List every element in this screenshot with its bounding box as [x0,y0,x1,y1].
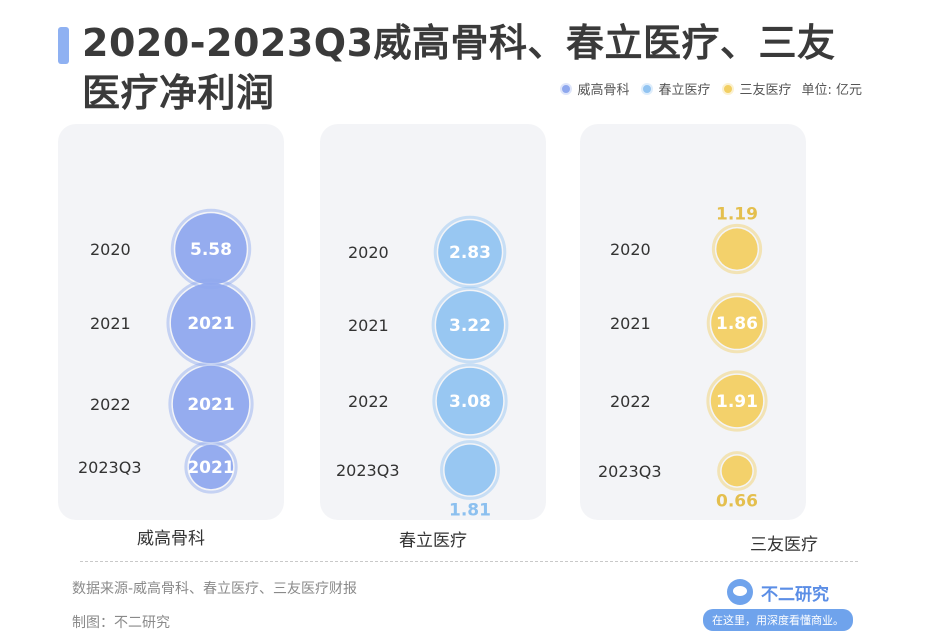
bubble-weigao-2022 [172,365,250,443]
bubble-weigao-2023q3 [188,444,234,490]
legend-label-chunli: 春立医疗 [658,83,711,98]
period-label-sanyou-2020: 2020 [610,240,651,259]
legend-marker-weigao [560,82,573,95]
bubble-chunli-2022 [436,367,504,435]
footer-divider [80,561,858,562]
bubble-ring-chunli-2022 [432,363,508,439]
data-label-weigao-2021: 2021 [187,314,234,334]
period-label-sanyou-2021: 2021 [610,314,651,333]
legend-label-weigao: 威高骨科 [577,83,630,98]
legend-label-sanyou: 三友医疗 [739,83,792,98]
panel-label-chunli: 春立医疗 [399,531,467,551]
panel-label-sanyou: 三友医疗 [750,535,818,555]
legend-marker-sanyou [722,82,735,95]
data-label-chunli-2021: 3.22 [449,316,491,336]
data-label-chunli-2020: 2.83 [449,243,491,263]
bubble-weigao-2020 [175,213,247,285]
bubble-sanyou-2021 [711,297,763,349]
panel-label-weigao: 威高骨科 [137,529,205,549]
period-label-sanyou-2022: 2022 [610,392,651,411]
bubble-ring-chunli-2021 [431,286,509,364]
period-label-weigao-2021: 2021 [90,314,131,333]
legend-item-chunli: 春立医疗 [641,79,710,98]
source-note: 数据来源-威高骨科、春立医疗、三友医疗财报 [72,581,358,597]
legend: 威高骨科 春立医疗 三友医疗 单位: 亿元 [548,79,862,98]
data-label-sanyou-2020: 1.19 [716,204,758,224]
bubble-ring-weigao-2023q3 [184,440,238,494]
data-label-sanyou-2022: 1.91 [716,392,758,412]
panel-chunli [320,124,546,520]
data-label-sanyou-2023q3: 0.66 [716,491,758,511]
period-label-chunli-2023q3: 2023Q3 [336,461,400,480]
bubble-ring-sanyou-2020 [711,223,763,275]
data-label-sanyou-2021: 1.86 [716,314,758,334]
bubble-chunli-2021 [436,291,504,359]
bubble-chunli-2020 [438,220,502,284]
bubble-ring-sanyou-2023q3 [717,451,757,491]
panel-sanyou [580,124,806,520]
unit-label: 单位: 亿元 [801,83,862,98]
brand-name: 不二研究 [761,584,829,605]
chart-title: 2020-2023Q3威高骨科、春立医疗、三友医疗净利润 [82,21,836,115]
period-label-sanyou-2023q3: 2023Q3 [598,462,662,481]
legend-item-weigao: 威高骨科 [560,79,629,98]
period-label-chunli-2021: 2021 [348,316,389,335]
legend-marker-chunli [641,82,654,95]
brand-logo-icon [727,579,753,605]
period-label-weigao-2023q3: 2023Q3 [78,458,142,477]
bubble-weigao-2021 [170,282,252,364]
period-label-chunli-2020: 2020 [348,243,389,262]
bubble-chunli-2023q3 [444,444,496,496]
bubble-ring-chunli-2023q3 [440,440,500,500]
bubble-ring-sanyou-2022 [706,370,768,432]
data-label-weigao-2020: 5.58 [190,240,232,260]
data-label-chunli-2022: 3.08 [449,392,491,412]
brand-block: 不二研究 在这里，用深度看懂商业。 [703,579,853,631]
bubble-ring-sanyou-2021 [706,292,768,354]
period-label-chunli-2022: 2022 [348,392,389,411]
bubble-ring-chunli-2020 [433,215,507,289]
data-label-weigao-2023q3: 2021 [187,458,234,478]
data-label-weigao-2022: 2021 [187,395,234,415]
brand-logo-row: 不二研究 [703,579,853,605]
period-label-weigao-2022: 2022 [90,395,131,414]
period-label-weigao-2020: 2020 [90,240,131,259]
bubble-sanyou-2020 [716,228,758,270]
legend-item-sanyou: 三友医疗 [722,79,791,98]
title-accent-bar [58,27,69,64]
data-label-chunli-2023q3: 1.81 [449,500,491,520]
bubble-sanyou-2022 [710,374,764,428]
bubble-sanyou-2023q3 [721,455,753,487]
credit-note: 制图：不二研究 [72,615,170,631]
brand-slogan: 在这里，用深度看懂商业。 [703,609,853,631]
